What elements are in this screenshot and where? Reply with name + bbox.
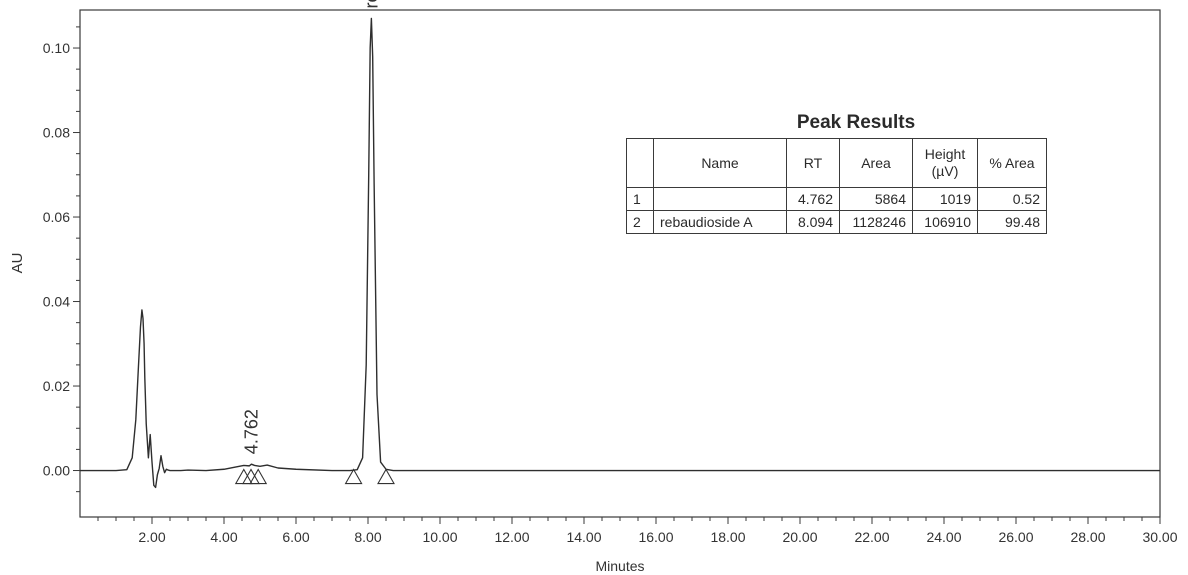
table-header-row: Name RT Area Height (µV) % Area [626, 138, 1047, 188]
series-line [80, 17, 1160, 489]
x-tick-label: 16.00 [638, 529, 673, 545]
peak-annotations: 4.762 rebaudioside A - 8.094 [241, 0, 381, 454]
header-height: Height (µV) [912, 138, 978, 188]
table-row: 2 rebaudioside A 8.094 1128246 106910 99… [626, 210, 1047, 234]
y-axis: 0.00 0.02 0.04 0.06 0.08 0.10 [43, 26, 80, 493]
peak-results-title: Peak Results [796, 112, 916, 133]
peak-results-table: Name RT Area Height (µV) % Area 1 4.762 … [626, 138, 1047, 234]
header-rt: RT [786, 138, 840, 188]
baseline-marker [249, 468, 268, 485]
x-tick-label: 12.00 [494, 529, 529, 545]
header-height-line2: (µV) [931, 163, 959, 179]
x-tick-label: 8.00 [354, 529, 381, 545]
row-rt: 8.094 [786, 210, 840, 234]
y-tick-label: 0.06 [43, 209, 70, 225]
row-height: 1019 [912, 187, 978, 211]
x-tick-label: 28.00 [1070, 529, 1105, 545]
y-tick-label: 0.08 [43, 125, 70, 141]
header-height-line1: Height [924, 146, 966, 162]
x-tick-label: 30.00 [1142, 529, 1177, 545]
baseline-markers [234, 468, 395, 485]
x-tick-label: 2.00 [138, 529, 165, 545]
x-tick-label: 14.00 [566, 529, 601, 545]
row-area: 5864 [839, 187, 913, 211]
header-pct-area: % Area [977, 138, 1047, 188]
x-tick-label: 10.00 [422, 529, 457, 545]
x-tick-label: 4.00 [210, 529, 237, 545]
x-axis: 2.00 4.00 6.00 8.00 10.00 12.00 14.00 16.00 18.0… [97, 517, 1178, 545]
y-tick-label: 0.02 [43, 378, 70, 394]
x-axis-label: Minutes [595, 558, 644, 574]
peak-label: rebaudioside A - 8.094 [361, 0, 381, 8]
y-tick-label: 0.10 [43, 40, 70, 56]
x-tick-label: 20.00 [782, 529, 817, 545]
row-name [653, 187, 787, 211]
header-area: Area [839, 138, 913, 188]
x-tick-label: 6.00 [282, 529, 309, 545]
y-tick-label: 0.00 [43, 463, 70, 479]
x-tick-label: 18.00 [710, 529, 745, 545]
x-tick-label: 24.00 [926, 529, 961, 545]
baseline-marker [377, 468, 395, 485]
row-index: 1 [626, 187, 654, 211]
table-row: 1 4.762 5864 1019 0.52 [626, 187, 1047, 211]
row-area: 1128246 [839, 210, 913, 234]
x-tick-label: 26.00 [998, 529, 1033, 545]
series-layer [80, 17, 1160, 489]
peak-label: 4.762 [241, 409, 261, 454]
row-pct-area: 99.48 [977, 210, 1047, 234]
row-index: 2 [626, 210, 654, 234]
row-pct-area: 0.52 [977, 187, 1047, 211]
baseline-marker [344, 468, 363, 485]
header-index [626, 138, 654, 188]
y-tick-label: 0.04 [43, 294, 70, 310]
row-height: 106910 [912, 210, 978, 234]
header-name: Name [653, 138, 787, 188]
row-name: rebaudioside A [653, 210, 787, 234]
y-axis-label: AU [9, 253, 26, 274]
x-tick-label: 22.00 [854, 529, 889, 545]
row-rt: 4.762 [786, 187, 840, 211]
